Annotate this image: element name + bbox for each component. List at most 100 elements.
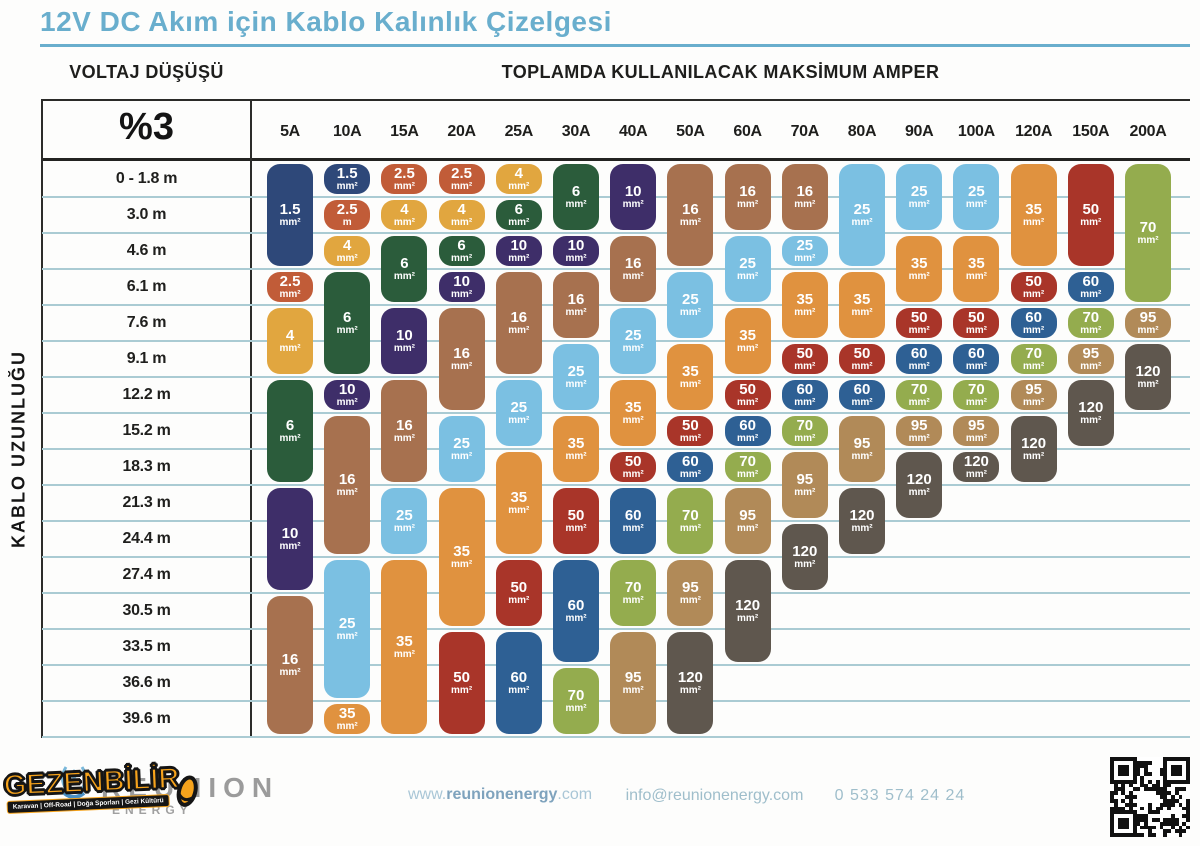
row-label-9: 18.3 m <box>122 458 171 475</box>
wire-size-value: 35 <box>1025 201 1042 218</box>
label-column-divider <box>250 99 252 738</box>
wire-size-unit: mm² <box>737 199 759 210</box>
cell-70A-95mm²: 95 mm² <box>781 452 828 518</box>
cable-length-axis-label: KABLO UZUNLUĞU <box>8 350 29 548</box>
wire-size-value: 70 <box>1139 219 1157 236</box>
cell-25A-4mm²: 4 mm² <box>495 164 542 194</box>
wire-size-unit: mm² <box>393 649 415 660</box>
wire-size-value: 16 <box>281 651 299 668</box>
cell-70A-25mm²: 25 mm² <box>781 236 828 266</box>
cell-40A-60mm²: 60 mm² <box>610 488 657 554</box>
website-link[interactable]: www.reunionenergy.com <box>408 786 592 804</box>
wire-size-value: 50 <box>1025 273 1042 290</box>
wire-size-value: 50 <box>682 417 699 434</box>
wire-size-unit: mm² <box>508 685 530 696</box>
wire-size-unit: mm² <box>622 469 644 480</box>
wire-size-unit: mm² <box>508 217 530 228</box>
wire-size-value: 2.5 <box>279 273 301 290</box>
cell-30A-35mm²: 35 mm² <box>553 416 599 482</box>
wire-size-unit: mm² <box>279 541 301 552</box>
cell-5A-2.5mm²: 2.5 mm² <box>267 272 313 302</box>
wire-size-unit: mm² <box>279 217 301 228</box>
cell-20A-4mm²: 4 mm² <box>438 200 485 230</box>
cell-200A-70mm²: 70 mm² <box>1125 164 1171 302</box>
cell-50A-60mm²: 60 mm² <box>667 452 714 482</box>
cell-10A-10mm²: 10 mm² <box>324 380 371 410</box>
wire-size-value: 25 <box>396 507 413 524</box>
row-label-2: 3.0 m <box>126 206 167 223</box>
gridline <box>42 556 1190 558</box>
wire-size-value: 95 <box>1082 345 1100 362</box>
cell-60A-120mm²: 120 mm² <box>724 560 771 662</box>
wire-size-unit: mm² <box>1080 325 1102 336</box>
cell-50A-95mm²: 95 mm² <box>667 560 714 626</box>
table-top-line <box>42 158 1190 161</box>
wire-size-unit: mm² <box>851 397 873 408</box>
column-header-200A: 200A <box>1129 123 1167 140</box>
cell-120A-60mm²: 60 mm² <box>1010 308 1057 338</box>
wire-size-unit: mm² <box>679 685 701 696</box>
wire-size-unit: mm² <box>965 271 987 282</box>
wire-size-value: 60 <box>682 453 699 470</box>
wire-size-unit: mm² <box>1023 397 1045 408</box>
wire-size-value: 1.5 <box>336 165 358 182</box>
gridline <box>42 232 1190 234</box>
wire-size-value: 60 <box>739 417 756 434</box>
wire-size-unit: mm² <box>565 451 587 462</box>
wire-size-unit: mm² <box>393 433 415 444</box>
wire-size-value: 35 <box>796 291 814 308</box>
wire-size-unit: mm² <box>965 361 987 372</box>
cell-100A-70mm²: 70 mm² <box>953 380 1000 410</box>
row-label-7: 12.2 m <box>122 386 171 403</box>
cell-150A-95mm²: 95 mm² <box>1067 344 1114 374</box>
cell-80A-95mm²: 95 mm² <box>839 416 885 482</box>
voltage-drop-value: %3 <box>119 106 174 148</box>
wire-size-value: 10 <box>396 327 413 344</box>
wire-size-unit: mm² <box>622 523 644 534</box>
wire-size-unit: m <box>342 217 352 228</box>
wire-size-unit: mm² <box>622 415 644 426</box>
cell-40A-35mm²: 35 mm² <box>610 380 657 446</box>
cell-5A-4mm²: 4 mm² <box>267 308 313 374</box>
wire-size-unit: mm² <box>1023 325 1045 336</box>
row-label-16: 39.6 m <box>122 710 171 727</box>
cell-60A-25mm²: 25 mm² <box>724 236 771 302</box>
cell-15A-2.5mm²: 2.5 mm² <box>381 164 428 194</box>
wire-size-unit: mm² <box>794 397 816 408</box>
email-link[interactable]: info@reunionenergy.com <box>625 787 804 804</box>
wire-size-value: 6 <box>400 255 409 272</box>
cell-25A-60mm²: 60 mm² <box>495 632 542 734</box>
wire-size-unit: mm² <box>336 721 358 732</box>
wire-size-value: 35 <box>853 291 871 308</box>
cell-90A-25mm²: 25 mm² <box>896 164 943 230</box>
cell-50A-70mm²: 70 mm² <box>667 488 714 554</box>
wire-size-value: 60 <box>853 381 871 398</box>
wire-size-unit: mm² <box>851 217 873 228</box>
wire-size-value: 10 <box>567 237 585 254</box>
cell-90A-120mm²: 120 mm² <box>896 452 943 518</box>
cell-60A-95mm²: 95 mm² <box>724 488 771 554</box>
cell-20A-50mm²: 50 mm² <box>438 632 485 734</box>
wire-size-unit: mm² <box>336 397 358 408</box>
wire-size-unit: mm² <box>908 361 930 372</box>
cell-50A-35mm²: 35 mm² <box>667 344 714 410</box>
wire-size-unit: mm² <box>393 523 415 534</box>
wire-size-unit: mm² <box>336 181 358 192</box>
cell-100A-120mm²: 120 mm² <box>953 452 1000 482</box>
cell-60A-16mm²: 16 mm² <box>724 164 771 230</box>
wire-size-unit: mm² <box>508 505 530 516</box>
wire-size-value: 60 <box>968 345 985 362</box>
cell-120A-70mm²: 70 mm² <box>1010 344 1057 374</box>
row-label-5: 7.6 m <box>126 314 167 331</box>
page-title: 12V DC Akım için Kablo Kalınlık Çizelges… <box>40 6 612 37</box>
wire-size-unit: mm² <box>794 307 816 318</box>
cell-80A-25mm²: 25 mm² <box>839 164 885 266</box>
cell-70A-35mm²: 35 mm² <box>781 272 828 338</box>
cell-40A-50mm²: 50 mm² <box>610 452 657 482</box>
wire-size-value: 25 <box>796 237 814 254</box>
wire-size-value: 50 <box>910 309 928 326</box>
wire-size-unit: mm² <box>508 253 530 264</box>
wire-size-value: 35 <box>567 435 585 452</box>
column-header-120A: 120A <box>1015 123 1053 140</box>
cell-70A-120mm²: 120 mm² <box>781 524 828 590</box>
